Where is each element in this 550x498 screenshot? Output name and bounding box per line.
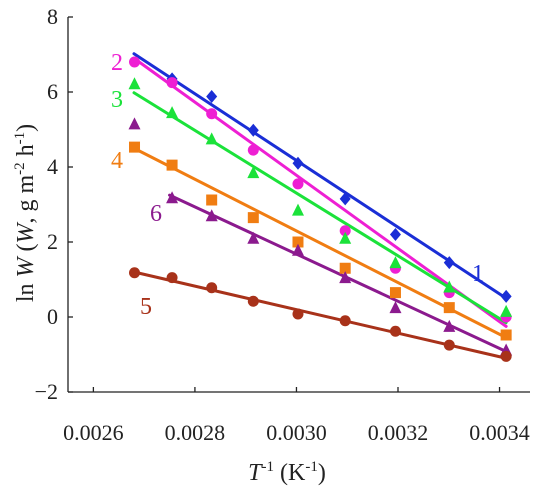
- y-axis-title: ln W (W, g m-2 h-1): [12, 124, 39, 302]
- series-4-point: [339, 262, 351, 274]
- series-2-point: [247, 144, 259, 156]
- series-3-point: [247, 166, 260, 179]
- x-tick-label: 0.0026: [63, 420, 124, 445]
- series-3-point: [128, 77, 141, 90]
- y-tick-label: 0: [47, 304, 58, 329]
- series-1-point: [500, 289, 512, 303]
- series-6-point: [389, 301, 402, 314]
- series-5-label: 5: [140, 294, 152, 320]
- series-2-point: [129, 56, 141, 68]
- series-1-point: [247, 123, 259, 137]
- series-3-point: [205, 132, 218, 145]
- series-6-point: [443, 319, 456, 332]
- series-5-point: [206, 282, 218, 294]
- series-labels: 1 2 3 4 6 5: [111, 50, 484, 320]
- series-2-point: [292, 178, 304, 190]
- series-3-point: [443, 280, 456, 293]
- series-3-point: [500, 304, 513, 317]
- series-1-point: [206, 90, 218, 103]
- series-4-point: [500, 329, 512, 341]
- series-3-fit-line: [132, 91, 508, 325]
- series-5-point: [292, 308, 304, 320]
- series-4-point: [292, 236, 304, 248]
- y-tick-label: 6: [47, 79, 58, 104]
- y-tick-label: 2: [47, 229, 58, 254]
- series-2-label: 2: [111, 50, 123, 76]
- series-4-label: 4: [111, 148, 123, 174]
- series-4-point: [247, 212, 259, 224]
- x-tick-label: 0.0030: [266, 420, 327, 445]
- x-tick-label: 0.0034: [469, 420, 530, 445]
- data-markers: [128, 56, 513, 362]
- series-3-point: [339, 231, 352, 244]
- y-tick-label: 4: [47, 154, 58, 179]
- series-5-point: [500, 350, 512, 362]
- fit-lines: [132, 52, 508, 360]
- series-6-point: [247, 231, 260, 244]
- y-tick-label: −2: [35, 379, 58, 404]
- series-4-point: [443, 302, 455, 314]
- series-4-point: [166, 159, 178, 171]
- series-5-point: [129, 267, 141, 279]
- axes: [67, 17, 530, 393]
- series-5-point: [166, 272, 178, 284]
- series-4-point: [389, 287, 401, 299]
- series-5-point: [247, 295, 259, 307]
- series-1-fit-line: [132, 52, 508, 300]
- series-1-label: 1: [472, 261, 484, 287]
- series-6-point: [339, 271, 352, 284]
- series-6-point: [166, 191, 179, 204]
- series-6-point: [291, 243, 304, 256]
- x-tick-label: 0.0028: [165, 420, 226, 445]
- series-3-point: [166, 106, 179, 119]
- series-6-point: [205, 209, 218, 222]
- series-5-point: [443, 339, 455, 351]
- series-5-point: [389, 325, 401, 337]
- series-5-point: [339, 315, 351, 327]
- series-6-label: 6: [150, 201, 162, 227]
- series-6-point: [128, 117, 141, 130]
- series-3-point: [291, 203, 304, 216]
- series-1-point: [339, 192, 351, 206]
- y-tick-label: 8: [47, 4, 58, 29]
- series-4-point: [206, 194, 218, 206]
- series-3-point: [389, 256, 402, 269]
- series-2-fit-line: [132, 56, 508, 328]
- series-2-point: [206, 108, 218, 120]
- y-ticks: −2 0 2 4 6 8: [35, 4, 73, 404]
- x-tick-label: 0.0032: [368, 420, 429, 445]
- series-1-point: [443, 256, 455, 270]
- series-4-point: [129, 141, 141, 153]
- x-axis-title: T-1 (K-1): [248, 459, 326, 486]
- x-ticks: 0.0026 0.0028 0.0030 0.0032 0.0034: [63, 387, 530, 445]
- series-2-point: [166, 77, 178, 89]
- series-3-label: 3: [111, 87, 123, 113]
- series-1-point: [292, 156, 304, 170]
- series-2-point: [339, 225, 351, 237]
- series-1-point: [389, 228, 401, 241]
